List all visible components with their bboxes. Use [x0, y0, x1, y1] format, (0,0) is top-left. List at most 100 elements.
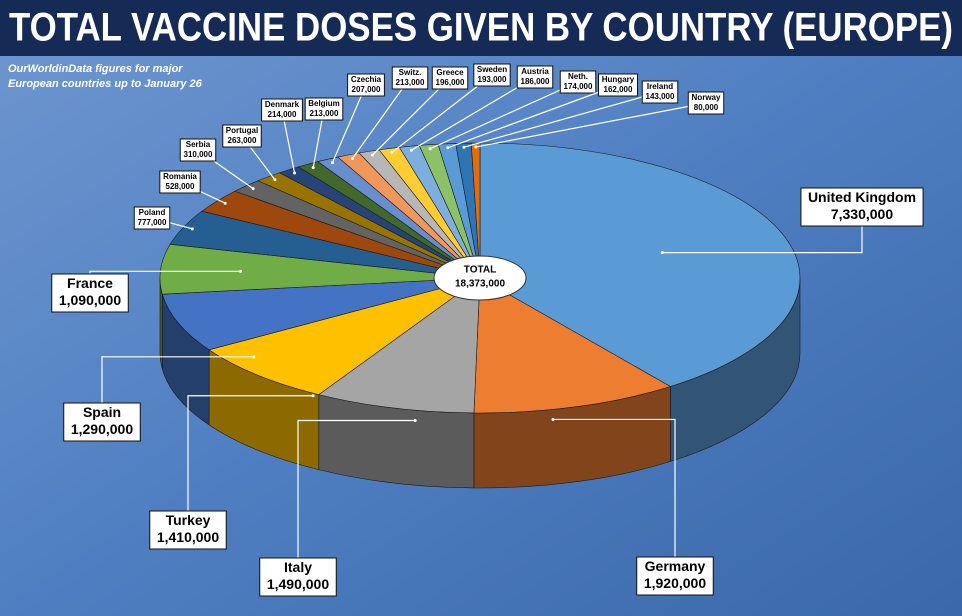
label-value: 7,330,000: [831, 206, 893, 222]
pie-tops: [159, 142, 801, 414]
leader-dot: [239, 269, 243, 273]
data-label: Neth.174,000: [559, 70, 597, 94]
total-value: 18,373,000: [455, 279, 505, 290]
pie-sides: [159, 277, 801, 489]
total-badge: [433, 255, 527, 301]
leader-dot: [350, 157, 354, 161]
label-name: Ireland: [647, 82, 673, 91]
leader-dot: [551, 417, 555, 421]
leader-dot: [428, 147, 432, 151]
label-box: [391, 66, 429, 90]
label-box: [687, 91, 725, 115]
label-box: [149, 510, 227, 550]
label-value: 528,000: [166, 182, 195, 191]
label-box: [800, 187, 924, 227]
label-value: 213,000: [310, 109, 339, 118]
label-box: [179, 138, 217, 162]
label-name: Switz.: [399, 68, 422, 77]
label-value: 1,490,000: [267, 576, 329, 592]
leader-line: [411, 76, 536, 151]
leader-line: [101, 356, 254, 422]
leader-dot: [252, 355, 256, 359]
leader-line: [391, 74, 493, 153]
slice: [318, 277, 481, 414]
leader-dot: [330, 161, 334, 165]
label-name: Spain: [83, 404, 121, 420]
slice: [208, 277, 481, 395]
label-value: 1,090,000: [59, 292, 121, 308]
label-name: Turkey: [166, 512, 211, 528]
subtitle: OurWorldinData figures for major: [8, 63, 183, 75]
label-value: 80,000: [694, 103, 719, 112]
leader-dot: [446, 146, 450, 150]
leader-line: [429, 81, 579, 150]
leader-line: [447, 84, 619, 149]
label-name: Germany: [645, 558, 706, 574]
label-value: 174,000: [564, 82, 593, 91]
label-value: 1,920,000: [644, 575, 706, 591]
label-value: 1,410,000: [157, 529, 219, 545]
leader-line: [297, 419, 416, 577]
label-name: Denmark: [265, 100, 300, 109]
leader-dot: [370, 153, 374, 157]
leader-dot: [390, 150, 394, 154]
leader-dot: [311, 394, 315, 398]
chart-title: TOTAL VACCINE DOSES GIVEN BY COUNTRY (EU…: [9, 6, 953, 50]
label-value: 777,000: [138, 218, 167, 227]
label-name: United Kingdom: [808, 189, 916, 205]
data-label: Switz.213,000: [391, 66, 429, 90]
leader-line: [351, 77, 411, 159]
leader-dot: [413, 418, 417, 422]
subtitle: European countries up to January 26: [8, 78, 203, 90]
label-box: [473, 63, 511, 87]
slice: [473, 277, 672, 414]
label-name: Serbia: [186, 140, 211, 149]
label-name: Neth.: [568, 72, 588, 81]
label-name: Romania: [163, 172, 197, 181]
label-box: [559, 70, 597, 94]
label-box: [347, 73, 385, 97]
label-name: Austria: [521, 67, 549, 76]
leader-line: [187, 395, 314, 530]
label-box: [431, 66, 469, 90]
leader-dot: [409, 148, 413, 152]
leader-dot: [223, 201, 227, 205]
label-box: [636, 556, 714, 596]
leader-line: [552, 418, 676, 576]
label-name: Norway: [692, 93, 721, 102]
leader-line: [371, 77, 451, 156]
label-value: 207,000: [352, 85, 381, 94]
label-name: Hungary: [602, 75, 635, 84]
leader-dot: [273, 178, 277, 182]
label-value: 143,000: [646, 92, 675, 101]
leader-line: [475, 102, 707, 148]
label-value: 213,000: [396, 78, 425, 87]
label-box: [63, 402, 141, 442]
label-box: [598, 73, 638, 97]
label-value: 186,000: [521, 77, 550, 86]
label-box: [51, 273, 129, 313]
leader-dot: [251, 187, 255, 191]
label-name: Czechia: [351, 75, 382, 84]
slice: [161, 277, 481, 351]
leader-dot: [311, 166, 315, 170]
leader-dot: [190, 227, 194, 231]
label-value: 1,290,000: [71, 421, 133, 437]
label-box: [133, 206, 171, 230]
